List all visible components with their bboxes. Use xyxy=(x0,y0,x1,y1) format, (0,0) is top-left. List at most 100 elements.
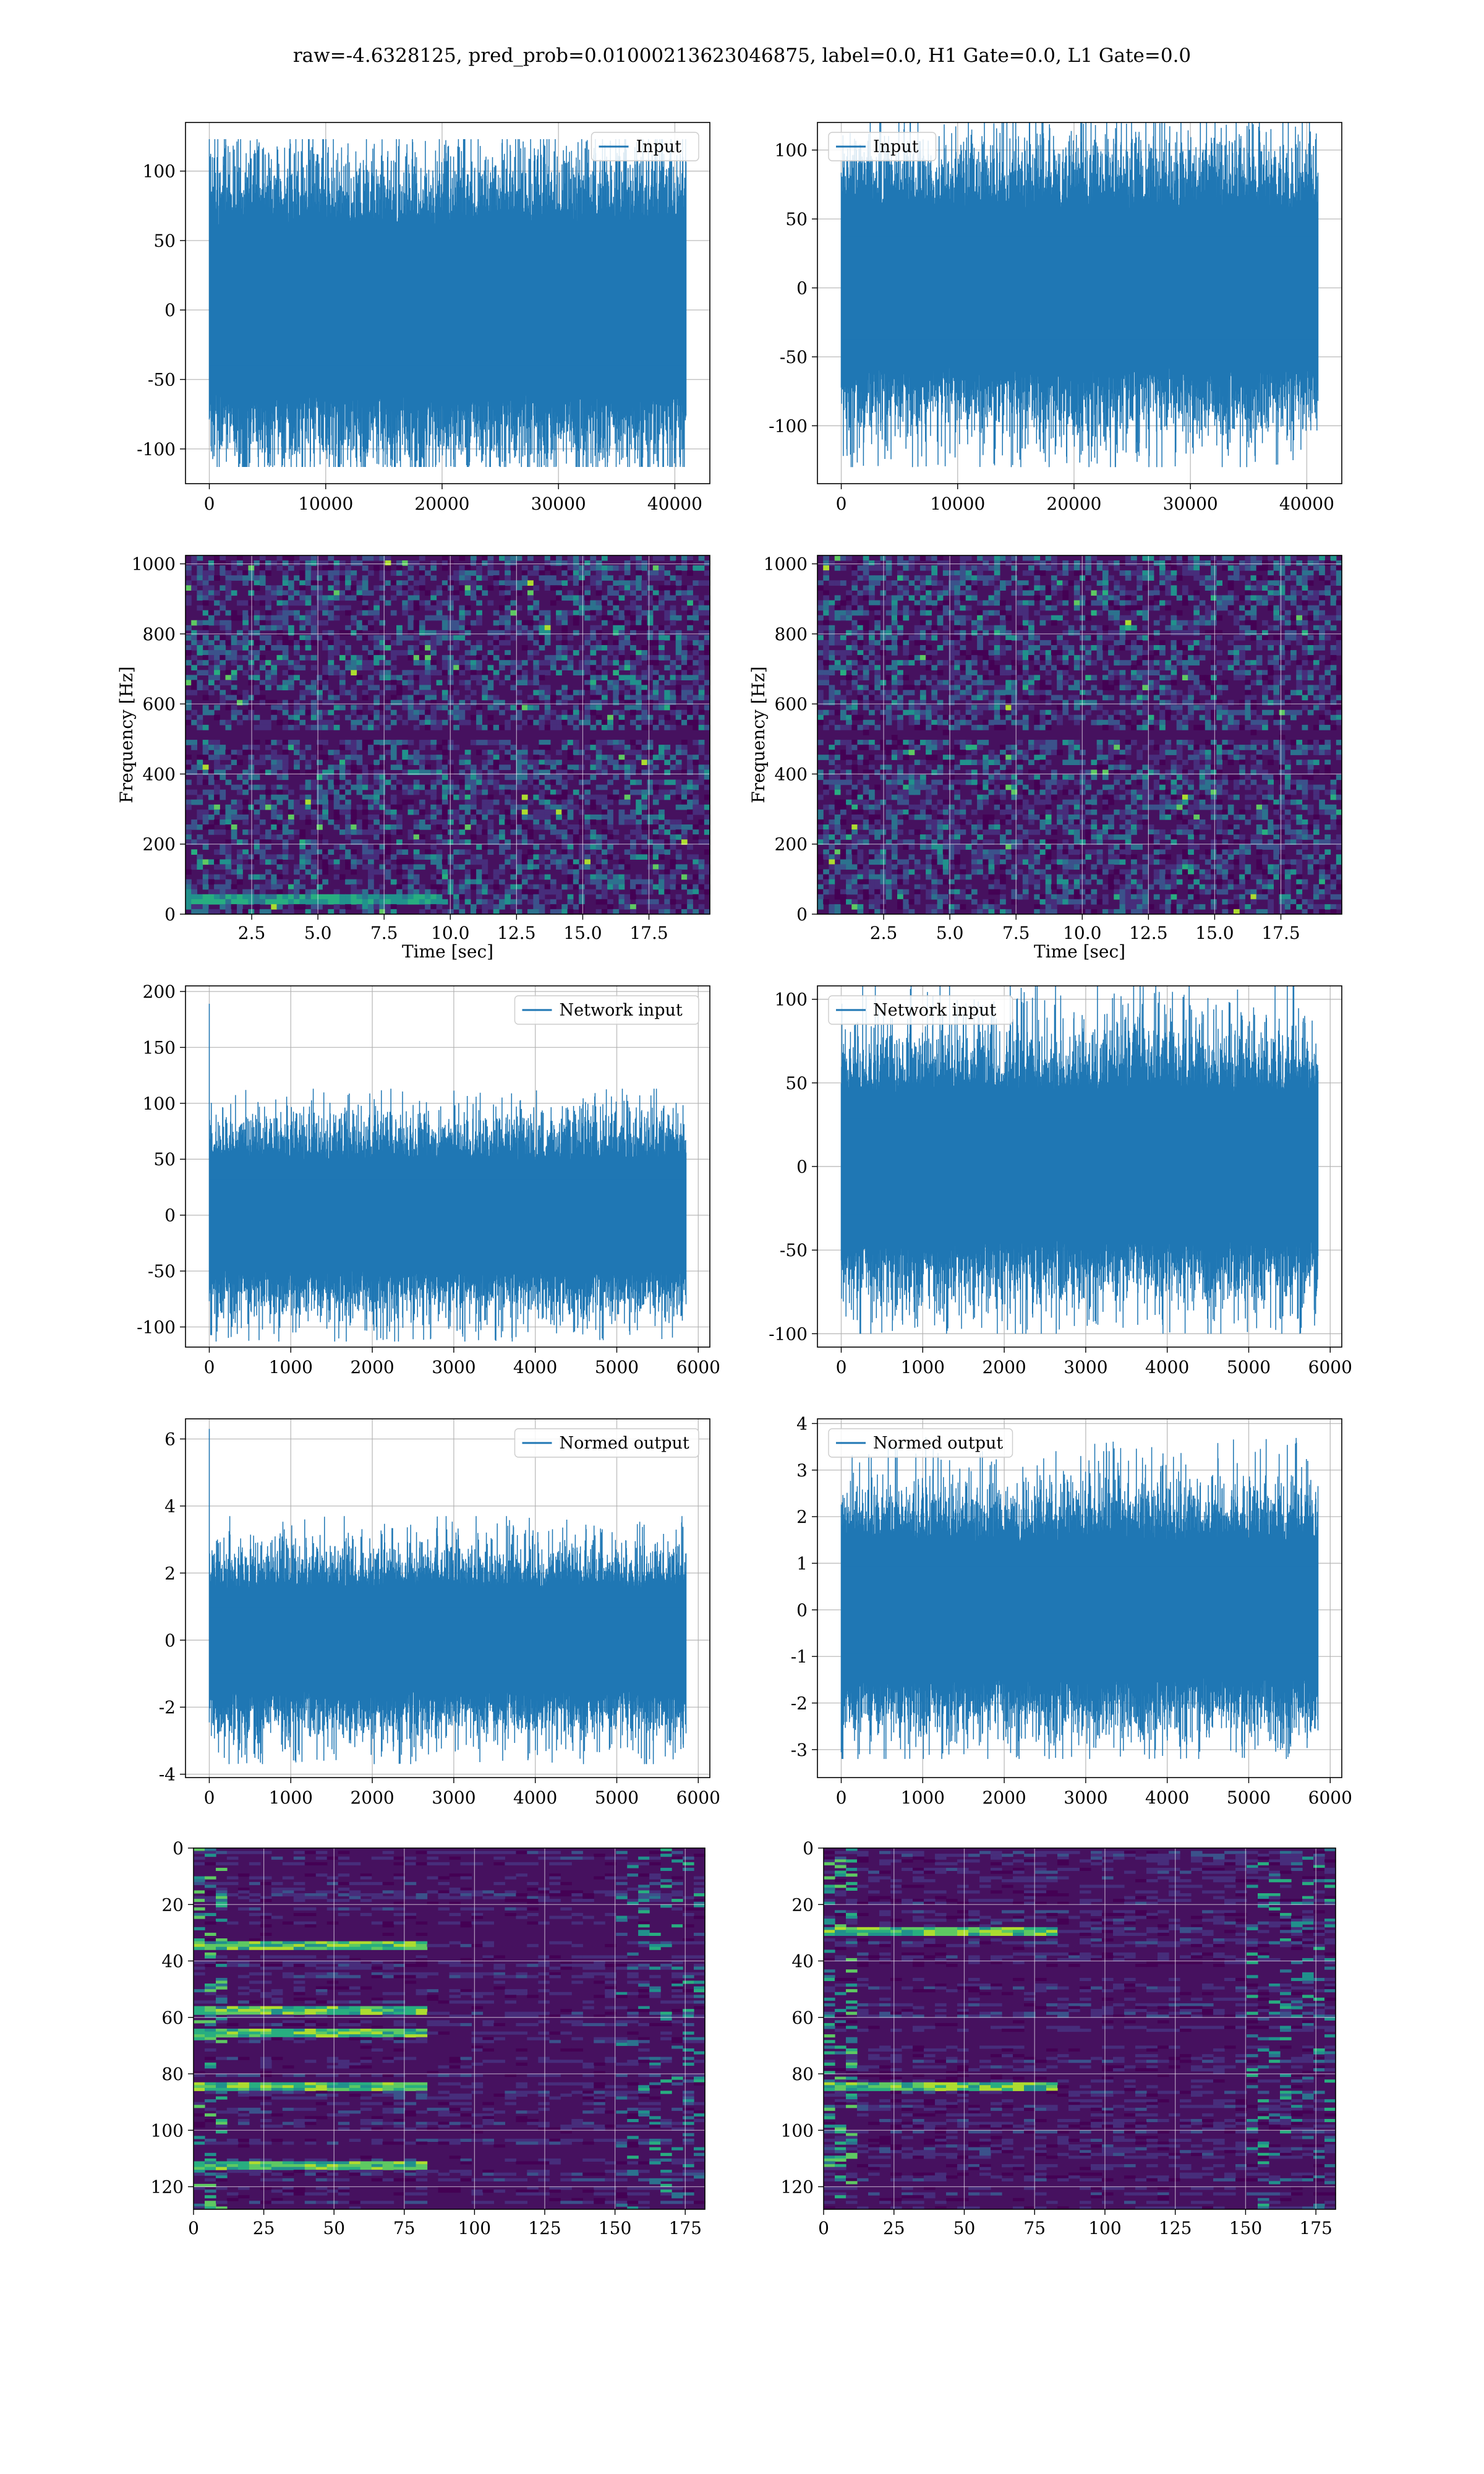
heatmap-cell xyxy=(294,764,300,770)
heatmap-cell xyxy=(390,764,397,770)
heatmap-cell xyxy=(225,590,232,596)
heatmap-cell xyxy=(214,774,220,781)
heatmap-cell xyxy=(1319,625,1325,631)
heatmap-cell xyxy=(949,590,955,596)
heatmap-cell xyxy=(698,685,705,691)
heatmap-cell xyxy=(259,889,266,895)
heatmap-cell xyxy=(231,560,237,566)
heatmap-cell xyxy=(533,794,540,800)
heatmap-cell xyxy=(903,605,910,611)
heatmap-cell xyxy=(698,690,705,696)
heatmap-cell xyxy=(539,670,545,675)
heatmap-cell xyxy=(413,829,420,835)
heatmap-cell xyxy=(1262,580,1268,586)
heatmap-cell xyxy=(1302,565,1308,571)
heatmap-cell xyxy=(310,570,317,576)
heatmap-cell xyxy=(636,779,642,785)
heatmap-cell xyxy=(1262,600,1268,606)
heatmap-cell xyxy=(464,565,471,571)
heatmap-cell xyxy=(647,779,654,785)
heatmap-cell xyxy=(328,610,335,616)
heatmap-cell xyxy=(254,814,260,820)
heatmap-cell xyxy=(402,610,409,616)
heatmap-cell xyxy=(874,665,881,670)
heatmap-cell xyxy=(977,615,983,621)
heatmap-cell xyxy=(1262,595,1268,601)
heatmap-cell xyxy=(197,904,203,910)
heatmap-cell xyxy=(1273,610,1280,616)
heatmap-cell xyxy=(1045,650,1052,656)
heatmap-cell xyxy=(636,769,642,776)
heatmap-cell xyxy=(459,884,466,890)
heatmap-cell xyxy=(276,789,283,795)
heatmap-cell xyxy=(271,675,278,680)
heatmap-cell xyxy=(834,565,841,571)
heatmap-cell xyxy=(248,894,255,900)
heatmap-cell xyxy=(385,645,391,651)
heatmap-cell xyxy=(1119,600,1126,606)
heatmap-cell xyxy=(647,745,654,750)
heatmap-cell xyxy=(1062,570,1069,576)
heatmap-cell xyxy=(561,700,568,706)
heatmap-cell xyxy=(265,804,271,810)
heatmap-cell xyxy=(885,625,892,631)
heatmap-cell xyxy=(459,625,466,631)
heatmap-cell xyxy=(202,630,209,636)
heatmap-cell xyxy=(659,630,665,636)
heatmap-cell xyxy=(641,884,648,890)
heatmap-cell xyxy=(214,864,220,870)
heatmap-cell xyxy=(544,610,551,616)
heatmap-cell xyxy=(339,630,346,636)
heatmap-cell xyxy=(220,585,226,591)
heatmap-cell xyxy=(242,655,249,661)
heatmap-cell xyxy=(988,595,995,601)
heatmap-cell xyxy=(550,665,556,670)
heatmap-cell xyxy=(647,570,654,576)
heatmap-cell xyxy=(1045,605,1052,611)
heatmap-cell xyxy=(624,760,631,765)
heatmap-cell xyxy=(544,685,551,691)
heatmap-cell xyxy=(1073,595,1080,601)
heatmap-cell xyxy=(396,565,403,571)
heatmap-cell xyxy=(516,630,522,636)
heatmap-cell xyxy=(670,680,676,686)
heatmap-cell xyxy=(254,884,260,890)
heatmap-cell xyxy=(453,829,459,835)
heatmap-cell xyxy=(368,899,374,905)
heatmap-cell xyxy=(919,635,926,641)
heatmap-cell xyxy=(225,814,232,820)
heatmap-cell xyxy=(202,575,209,581)
heatmap-cell xyxy=(687,560,693,566)
heatmap-cell xyxy=(441,635,448,641)
heatmap-cell xyxy=(436,879,443,885)
heatmap-cell xyxy=(618,894,625,900)
heatmap-cell xyxy=(1148,600,1154,606)
heatmap-cell xyxy=(1211,610,1217,616)
heatmap-cell xyxy=(402,585,409,591)
heatmap-cell xyxy=(544,824,551,830)
heatmap-cell xyxy=(681,829,688,835)
heatmap-cell xyxy=(561,804,568,810)
heatmap-cell xyxy=(425,615,431,621)
heatmap-cell xyxy=(681,585,688,591)
heatmap-cell xyxy=(659,695,665,701)
heatmap-cell xyxy=(413,660,420,666)
heatmap-cell xyxy=(1302,585,1308,591)
heatmap-cell xyxy=(197,760,203,765)
heatmap-cell xyxy=(601,695,608,701)
heatmap-cell xyxy=(670,675,676,680)
heatmap-cell xyxy=(659,854,665,860)
heatmap-cell xyxy=(430,660,437,666)
heatmap-cell xyxy=(516,750,522,755)
heatmap-cell xyxy=(202,570,209,576)
heatmap-cell xyxy=(407,789,414,795)
heatmap-cell xyxy=(556,859,562,865)
heatmap-cell xyxy=(1091,555,1098,561)
heatmap-cell xyxy=(1296,660,1303,666)
heatmap-cell xyxy=(624,665,631,670)
heatmap-cell xyxy=(379,769,386,776)
heatmap-cell xyxy=(1188,595,1194,601)
heatmap-cell xyxy=(333,714,340,721)
heatmap-cell xyxy=(208,894,215,900)
heatmap-cell xyxy=(595,899,602,905)
